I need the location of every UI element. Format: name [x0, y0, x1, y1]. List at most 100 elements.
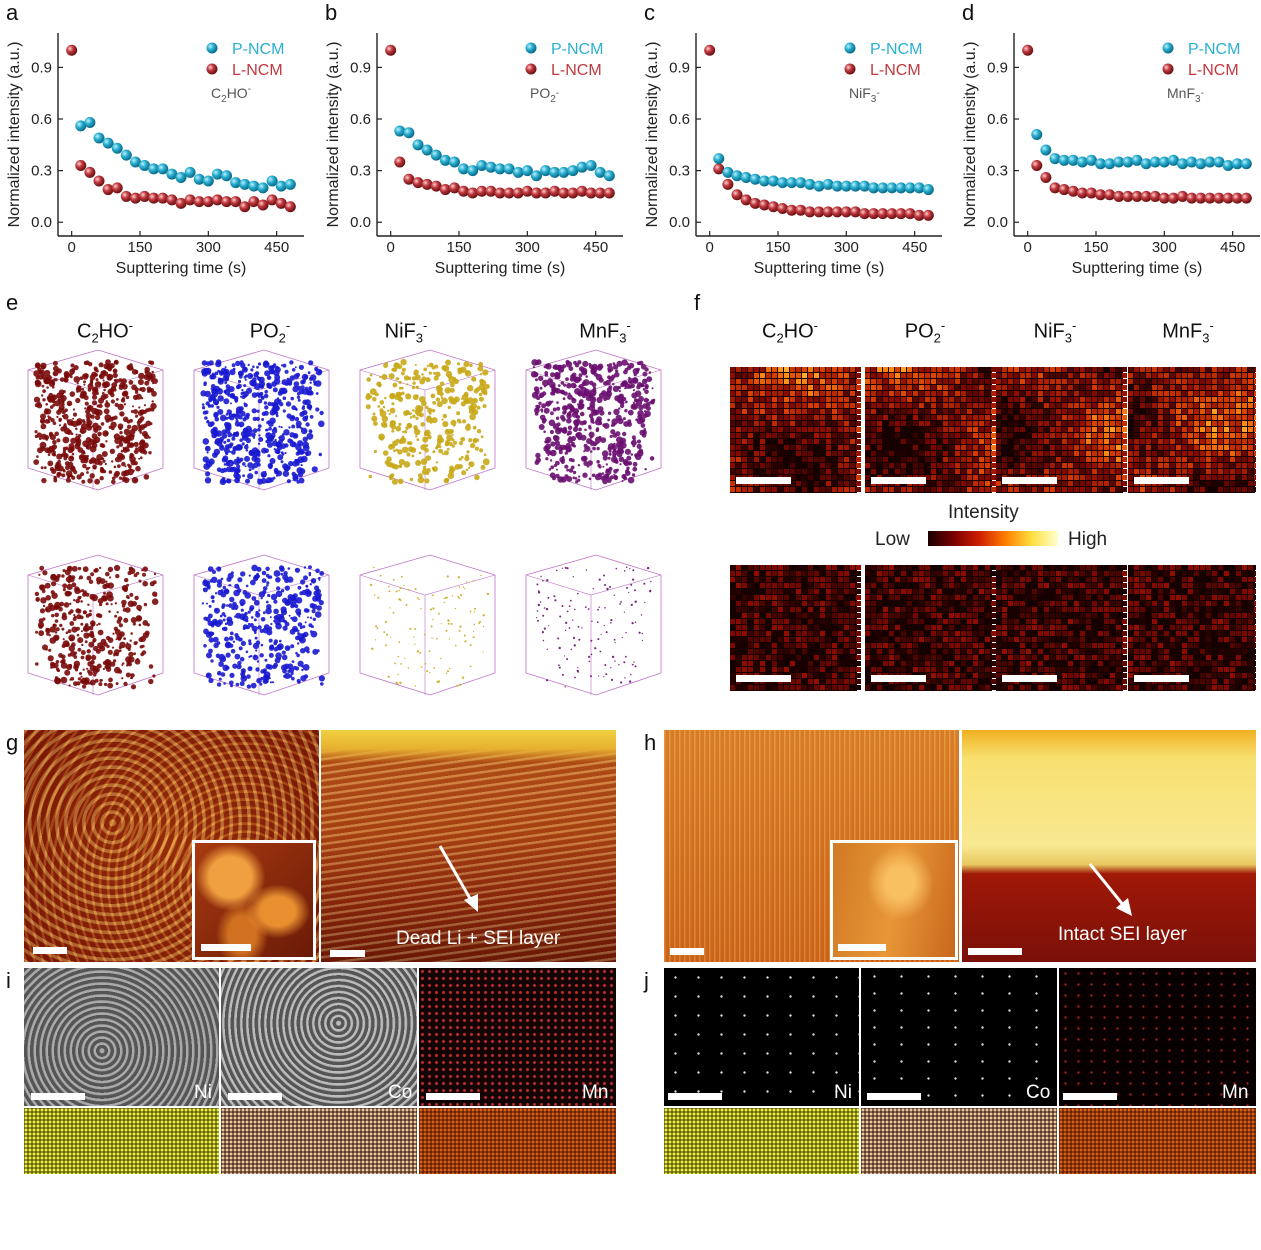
map-pixel	[973, 415, 978, 420]
map-pixel	[1014, 421, 1019, 426]
map-pixel	[814, 451, 819, 456]
cube-voxel	[627, 409, 634, 416]
cube-voxel	[97, 431, 102, 437]
map-pixel	[1020, 415, 1025, 420]
map-pixel	[1008, 385, 1013, 390]
map-pixel	[979, 379, 984, 384]
cube-voxel	[60, 662, 68, 669]
cube-voxel	[115, 573, 120, 579]
cube-voxel	[644, 601, 646, 604]
cube-voxel	[441, 418, 444, 421]
cube-voxel	[603, 574, 605, 577]
point-p-ncm	[859, 180, 871, 192]
map-pixel	[907, 469, 912, 474]
map-pixel	[820, 469, 825, 474]
map-pixel	[1200, 397, 1205, 402]
map-pixel	[1236, 385, 1241, 390]
map-pixel	[871, 373, 876, 378]
cube-voxel	[605, 474, 610, 479]
map-pixel	[996, 487, 1001, 492]
map-pixel	[826, 421, 831, 426]
cube-voxel	[109, 363, 115, 369]
map-pixel	[748, 367, 753, 372]
cube-voxel	[83, 456, 89, 462]
cube-voxel	[613, 458, 618, 463]
cube-voxel	[80, 630, 83, 633]
cube-voxel	[432, 607, 435, 610]
map-pixel	[1086, 457, 1091, 462]
cube-voxel	[222, 618, 226, 622]
cube-voxel	[219, 414, 227, 422]
cube-voxel	[105, 571, 110, 577]
map-pixel	[889, 427, 894, 432]
cube-voxel	[142, 566, 148, 572]
cube-voxel	[143, 374, 150, 380]
map-pixel	[1212, 403, 1217, 408]
map-pixel	[844, 403, 849, 408]
map-pixel	[754, 367, 759, 372]
point-l-ncm	[530, 187, 542, 199]
map-pixel	[1038, 439, 1043, 444]
map-pixel	[1002, 439, 1007, 444]
map-pixel	[1152, 379, 1157, 384]
map-pixel	[796, 367, 801, 372]
cube-voxel	[474, 474, 480, 481]
cube-voxel	[38, 374, 44, 380]
map-pixel	[838, 427, 843, 432]
map-pixel	[1044, 433, 1049, 438]
cube-voxel	[133, 409, 138, 415]
cube-voxel	[280, 426, 283, 429]
cube-voxel	[556, 422, 561, 427]
cube-voxel	[101, 392, 105, 395]
y-tick-label: 0.9	[669, 59, 690, 76]
point-l-ncm	[1058, 184, 1070, 196]
cube-voxel	[253, 599, 260, 606]
map-pixel	[742, 445, 747, 450]
cube-voxel	[588, 660, 591, 663]
cube-voxel	[85, 409, 91, 415]
cube-voxel	[645, 401, 651, 407]
map-pixel	[1068, 463, 1073, 468]
map-pixel	[1026, 451, 1031, 456]
map-pixel	[889, 391, 894, 396]
cube-voxel	[446, 670, 450, 673]
point-p-ncm	[777, 177, 789, 189]
cube-voxel	[273, 608, 279, 615]
map-pixel	[1014, 385, 1019, 390]
cube-voxel	[253, 372, 259, 378]
cube-voxel	[56, 466, 61, 470]
map-pixel	[820, 427, 825, 432]
map-pixel	[931, 439, 936, 444]
y-tick-label: 0.6	[31, 111, 52, 128]
cube-voxel	[118, 649, 122, 652]
cube-voxel	[469, 363, 473, 368]
point-p-ncm	[421, 144, 433, 156]
cube-voxel	[431, 408, 436, 413]
map-pixel	[742, 457, 747, 462]
cube-voxel	[90, 654, 97, 661]
cube-voxel	[444, 387, 451, 394]
cube-voxel	[295, 666, 300, 671]
map-pixel	[973, 481, 978, 486]
map-pixel	[1020, 409, 1025, 414]
cube-voxel	[585, 375, 588, 378]
cube-voxel	[69, 678, 72, 681]
map-pixel	[796, 427, 801, 432]
map-pixel	[1110, 427, 1115, 432]
map-pixel	[814, 391, 819, 396]
cube-voxel	[71, 565, 78, 572]
point-l-ncm	[284, 201, 296, 213]
cube-voxel	[39, 369, 46, 376]
map-pixel	[889, 451, 894, 456]
x-tick-label: 150	[127, 239, 152, 256]
cube-voxel	[287, 663, 294, 670]
map-pixel	[943, 457, 948, 462]
cube-voxel	[210, 421, 215, 426]
map-pixel	[996, 379, 1001, 384]
map-pixel	[850, 379, 855, 384]
map-pixel	[919, 451, 924, 456]
cube-voxel	[246, 684, 252, 689]
cube-voxel	[275, 590, 283, 598]
map-pixel	[901, 367, 906, 372]
